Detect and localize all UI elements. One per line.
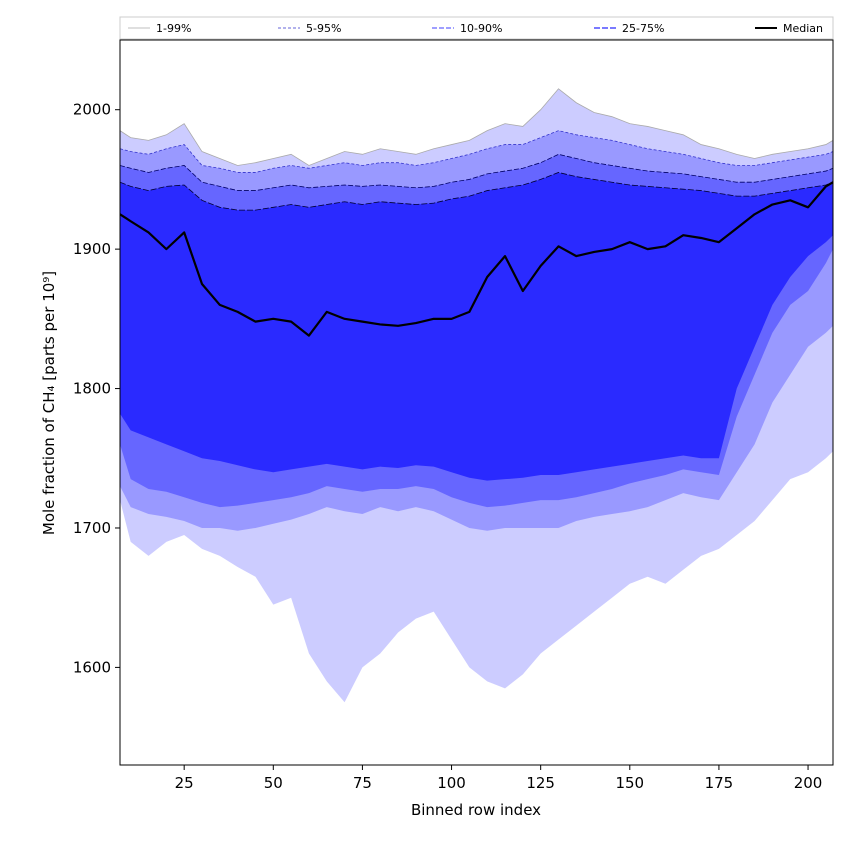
x-axis: 25 50 75 100 125 150 175 200 [175,765,823,792]
legend-label: Median [783,22,823,35]
y-tick-label: 1800 [73,380,111,398]
x-tick-label: 150 [615,774,644,792]
bands-layer [120,88,833,703]
band-upper-edge-10-90% [120,153,833,191]
legend-label: 25-75% [622,22,664,35]
x-tick-label: 175 [705,774,734,792]
x-axis-label: Binned row index [411,801,541,819]
legend-box [119,16,834,40]
x-tick-label: 100 [437,774,466,792]
y-axis-label: Mole fraction of CH₄ [parts per 10⁹] [40,271,58,535]
y-tick-label: 1700 [73,519,111,537]
x-tick-label: 50 [264,774,283,792]
median-layer [120,181,833,337]
band-25-75% [120,172,833,481]
x-tick-label: 200 [794,774,823,792]
legend-label: 10-90% [460,22,502,35]
plot-frame [119,39,834,766]
band-upper-edge-1-99% [120,88,833,166]
y-tick-label: 1900 [73,240,111,258]
y-tick-label: 2000 [73,101,111,119]
x-tick-label: 125 [526,774,555,792]
legend: 1-99% 5-95% 10-90% 25-75% Median [119,16,834,40]
band-upper-edge-5-95% [120,130,833,173]
y-axis: 1600 1700 1800 1900 2000 [73,101,120,676]
legend-label: 1-99% [156,22,191,35]
legend-label: 5-95% [306,22,341,35]
x-tick-label: 75 [353,774,372,792]
x-tick-label: 25 [175,774,194,792]
median-line [120,181,833,337]
y-tick-label: 1600 [73,658,111,676]
band-upper-edge-25-75% [120,172,833,211]
